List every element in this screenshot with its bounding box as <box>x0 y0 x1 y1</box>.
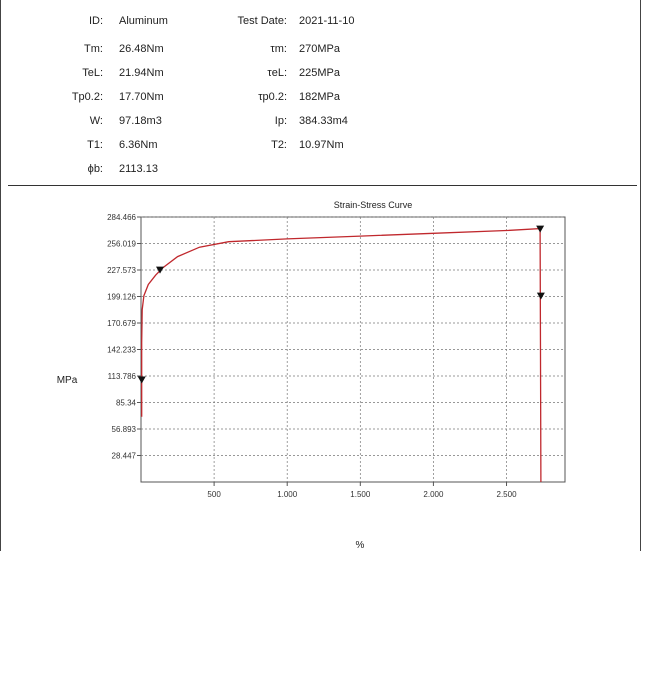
y-tick-label: 142.233 <box>107 346 136 355</box>
field-label: TeL: <box>82 67 103 79</box>
field-label: ID: <box>88 15 103 27</box>
x-axis-label: % <box>356 540 365 551</box>
field-value: 182MPa <box>299 91 340 103</box>
x-tick-label: 2.500 <box>497 490 518 499</box>
field-label: W: <box>89 115 103 127</box>
field-value: 97.18m3 <box>119 115 162 127</box>
strain-stress-chart: 500 1.000 1.500 2.000 2.500 28.447 56.893 85.34… <box>57 200 566 551</box>
direction-marker <box>536 225 545 233</box>
y-axis-label: MPa <box>57 375 78 386</box>
field-value: 270MPa <box>299 43 340 55</box>
x-tick-label: 2.000 <box>423 490 444 499</box>
y-tick-label: 227.573 <box>107 266 136 275</box>
field-label: T1: <box>87 139 103 151</box>
field-label: T2: <box>271 139 287 151</box>
field-value: 384.33m4 <box>299 115 348 127</box>
field-label: Test Date: <box>237 15 287 27</box>
y-tick-label: 56.893 <box>112 425 137 434</box>
y-tick-label: 85.34 <box>116 398 137 407</box>
field-value: 225MPa <box>299 67 340 79</box>
field-value: 2113.13 <box>119 163 158 175</box>
chart-title: Strain-Stress Curve <box>334 200 413 210</box>
y-tick-label: 28.447 <box>112 451 137 460</box>
header-divider <box>8 185 637 186</box>
field-value: 10.97Nm <box>299 139 344 151</box>
field-label: Tp0.2: <box>71 91 103 103</box>
series-line <box>141 227 542 483</box>
x-tick-label: 500 <box>207 490 221 499</box>
field-value: 2021-11-10 <box>299 15 355 27</box>
direction-marker <box>156 266 165 274</box>
y-tick-label: 199.126 <box>107 293 136 302</box>
y-tick-label: 284.466 <box>107 213 136 222</box>
y-tick-label: 170.679 <box>107 319 136 328</box>
field-label: τp0.2: <box>258 91 287 103</box>
field-value: 21.94Nm <box>119 67 164 79</box>
field-value: 17.70Nm <box>119 91 164 103</box>
field-value: 26.48Nm <box>119 43 164 55</box>
x-tick-label: 1.500 <box>350 490 371 499</box>
field-label: τm: <box>270 43 287 55</box>
field-label: Tm: <box>84 43 103 55</box>
field-label: τeL: <box>267 67 287 79</box>
direction-marker <box>137 376 146 384</box>
x-tick-label: 1.000 <box>277 490 298 499</box>
field-value: 6.36Nm <box>119 139 158 151</box>
y-tick-label: 113.786 <box>108 372 137 381</box>
field-label: ϕb: <box>87 163 103 175</box>
field-label: Ip: <box>274 115 287 127</box>
direction-marker <box>536 292 545 300</box>
field-value: Aluminum <box>119 15 168 27</box>
y-tick-label: 256.019 <box>107 240 136 249</box>
